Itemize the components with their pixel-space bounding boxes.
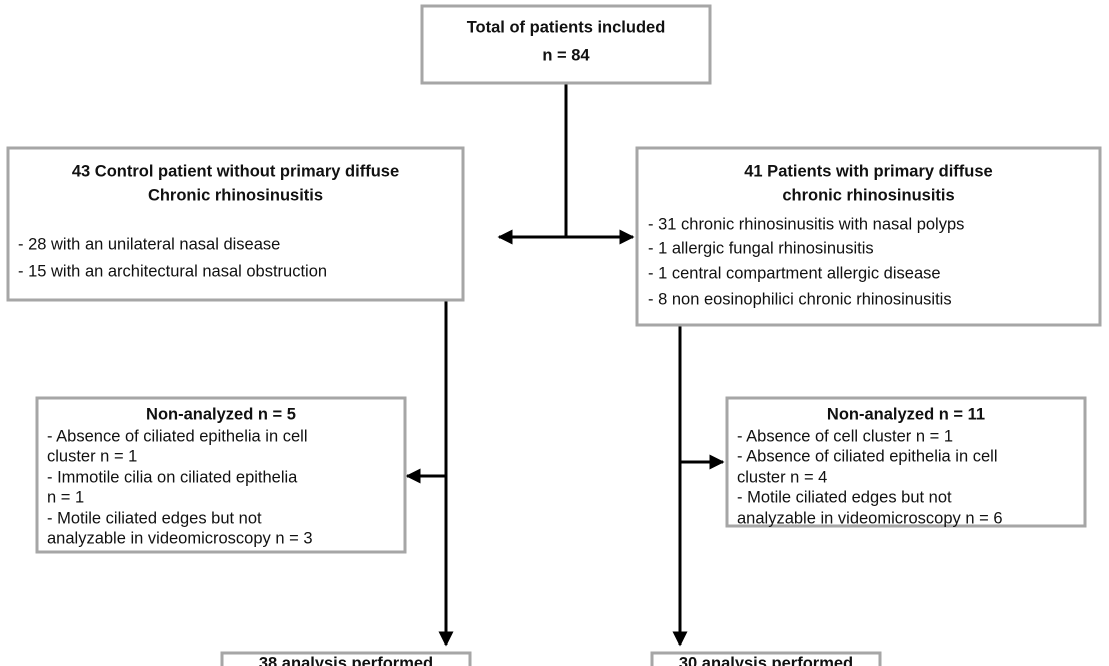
box <box>635 146 1102 327</box>
node-box: 41 Patients with primary diffuse chronic … <box>635 146 1102 327</box>
box-line: - Absence of ciliated epithelia in cell <box>737 447 998 465</box>
connectors <box>405 83 725 647</box>
node-box: 43 Control patient without primary diffu… <box>6 146 465 302</box>
box-line: analyzable in videomicroscopy n = 3 <box>47 529 313 547</box>
box-title: 30 analysis performed <box>679 654 853 666</box>
box-line: - 28 with an unilateral nasal disease <box>18 235 280 253</box>
box <box>220 651 472 666</box>
node-box: 30 analysis performed <box>650 651 882 666</box>
box <box>35 396 407 554</box>
node-box: Non-analyzed n = 11 - Absence of cell clu… <box>725 396 1087 528</box>
box-line: - 8 non eosinophilici chronic rhinosinus… <box>648 290 952 308</box>
box-line: - Absence of cell cluster n = 1 <box>737 427 953 445</box>
node-box: Non-analyzed n = 5 - Absence of ciliated … <box>35 396 407 554</box>
box <box>6 146 465 302</box>
box <box>650 651 882 666</box>
box-title: Non-analyzed n = 11 <box>827 405 985 423</box>
box-title: Non-analyzed n = 5 <box>146 405 296 423</box>
box-title: 43 Control patient without primary diffu… <box>72 162 399 180</box>
box-line: - 31 chronic rhinosinusitis with nasal p… <box>648 215 964 233</box>
box-line: analyzable in videomicroscopy n = 6 <box>737 509 1003 527</box>
node-box: 38 analysis performed <box>220 651 472 666</box>
box-line: cluster n = 1 <box>47 447 137 465</box>
box-title: Chronic rhinosinusitis <box>148 186 323 204</box>
box-line: - 1 central compartment allergic disease <box>648 264 941 282</box>
box-line: - Motile ciliated edges but not <box>737 488 952 506</box>
box-title: Total of patients included <box>467 18 666 36</box>
box-title: chronic rhinosinusitis <box>782 186 954 204</box>
node-box: Total of patients included n = 84 <box>420 4 712 85</box>
box-line: - Immotile cilia on ciliated epithelia <box>47 468 298 486</box>
box-title: n = 84 <box>542 46 590 64</box>
box-line: - 1 allergic fungal rhinosinusitis <box>648 239 874 257</box>
box <box>725 396 1087 528</box>
box-line: cluster n = 4 <box>737 468 827 486</box>
box-title: 41 Patients with primary diffuse <box>744 162 992 180</box>
box <box>420 4 712 85</box>
box-line: n = 1 <box>47 488 84 506</box>
box-line: - Absence of ciliated epithelia in cell <box>47 427 308 445</box>
box-line: - 15 with an architectural nasal obstruc… <box>18 262 327 280</box>
box-line: - Motile ciliated edges but not <box>47 509 262 527</box>
box-title: 38 analysis performed <box>259 654 433 666</box>
